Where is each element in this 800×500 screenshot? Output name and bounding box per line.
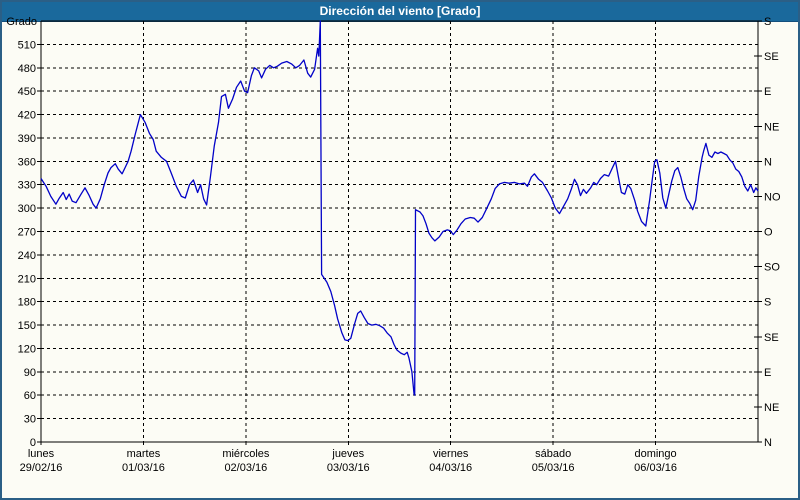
svg-text:jueves: jueves	[331, 448, 364, 460]
svg-text:390: 390	[18, 133, 36, 145]
svg-text:240: 240	[18, 250, 36, 262]
y-axis-left-labels: 0 30 60 90 120 150 180 210 240 270 300 330 360 390 420…	[6, 16, 41, 449]
svg-text:360: 360	[18, 156, 36, 168]
svg-text:Grado: Grado	[6, 16, 37, 28]
svg-text:sábado: sábado	[535, 448, 571, 460]
svg-text:120: 120	[18, 343, 36, 355]
svg-text:S: S	[764, 297, 771, 309]
svg-text:510: 510	[18, 39, 36, 51]
svg-text:29/02/16: 29/02/16	[20, 462, 63, 474]
svg-text:NO: NO	[764, 191, 781, 203]
svg-text:270: 270	[18, 227, 36, 239]
x-axis-labels: lunes 29/02/16 martes 01/03/16 miércoles 02/0…	[20, 442, 677, 474]
plot-border	[40, 20, 759, 443]
svg-text:180: 180	[18, 297, 36, 309]
svg-text:03/03/16: 03/03/16	[327, 462, 370, 474]
wind-direction-chart: 0 30 60 90 120 150 180 210 240 270 300 330 360 390 420…	[6, 16, 781, 474]
svg-text:01/03/16: 01/03/16	[122, 462, 165, 474]
svg-text:N: N	[764, 437, 772, 449]
svg-text:S: S	[764, 16, 771, 28]
svg-text:04/03/16: 04/03/16	[429, 462, 472, 474]
series-line	[40, 20, 759, 396]
svg-text:90: 90	[24, 367, 36, 379]
svg-text:NE: NE	[764, 402, 779, 414]
svg-text:02/03/16: 02/03/16	[224, 462, 267, 474]
svg-text:lunes: lunes	[28, 448, 55, 460]
svg-text:450: 450	[18, 86, 36, 98]
svg-text:SE: SE	[764, 332, 779, 344]
svg-text:30: 30	[24, 414, 36, 426]
svg-text:E: E	[764, 86, 771, 98]
svg-text:E: E	[764, 367, 771, 379]
svg-text:SO: SO	[764, 262, 780, 274]
svg-text:NE: NE	[764, 121, 779, 133]
svg-text:330: 330	[18, 180, 36, 192]
svg-text:150: 150	[18, 320, 36, 332]
svg-text:60: 60	[24, 390, 36, 402]
svg-text:miércoles: miércoles	[222, 448, 270, 460]
svg-text:martes: martes	[127, 448, 161, 460]
grid-lines	[41, 21, 758, 442]
svg-text:viernes: viernes	[433, 448, 469, 460]
svg-text:O: O	[764, 227, 773, 239]
svg-text:300: 300	[18, 203, 36, 215]
svg-text:06/03/16: 06/03/16	[634, 462, 677, 474]
svg-text:0: 0	[30, 437, 36, 449]
svg-text:domingo: domingo	[634, 448, 676, 460]
svg-text:N: N	[764, 156, 772, 168]
svg-text:480: 480	[18, 63, 36, 75]
svg-text:210: 210	[18, 273, 36, 285]
wind-direction-series	[40, 20, 759, 396]
svg-text:05/03/16: 05/03/16	[532, 462, 575, 474]
svg-text:420: 420	[18, 110, 36, 122]
y-axis-right-labels: N NE E SE S SO O NO N NE E SE S	[754, 16, 781, 449]
svg-text:SE: SE	[764, 51, 779, 63]
